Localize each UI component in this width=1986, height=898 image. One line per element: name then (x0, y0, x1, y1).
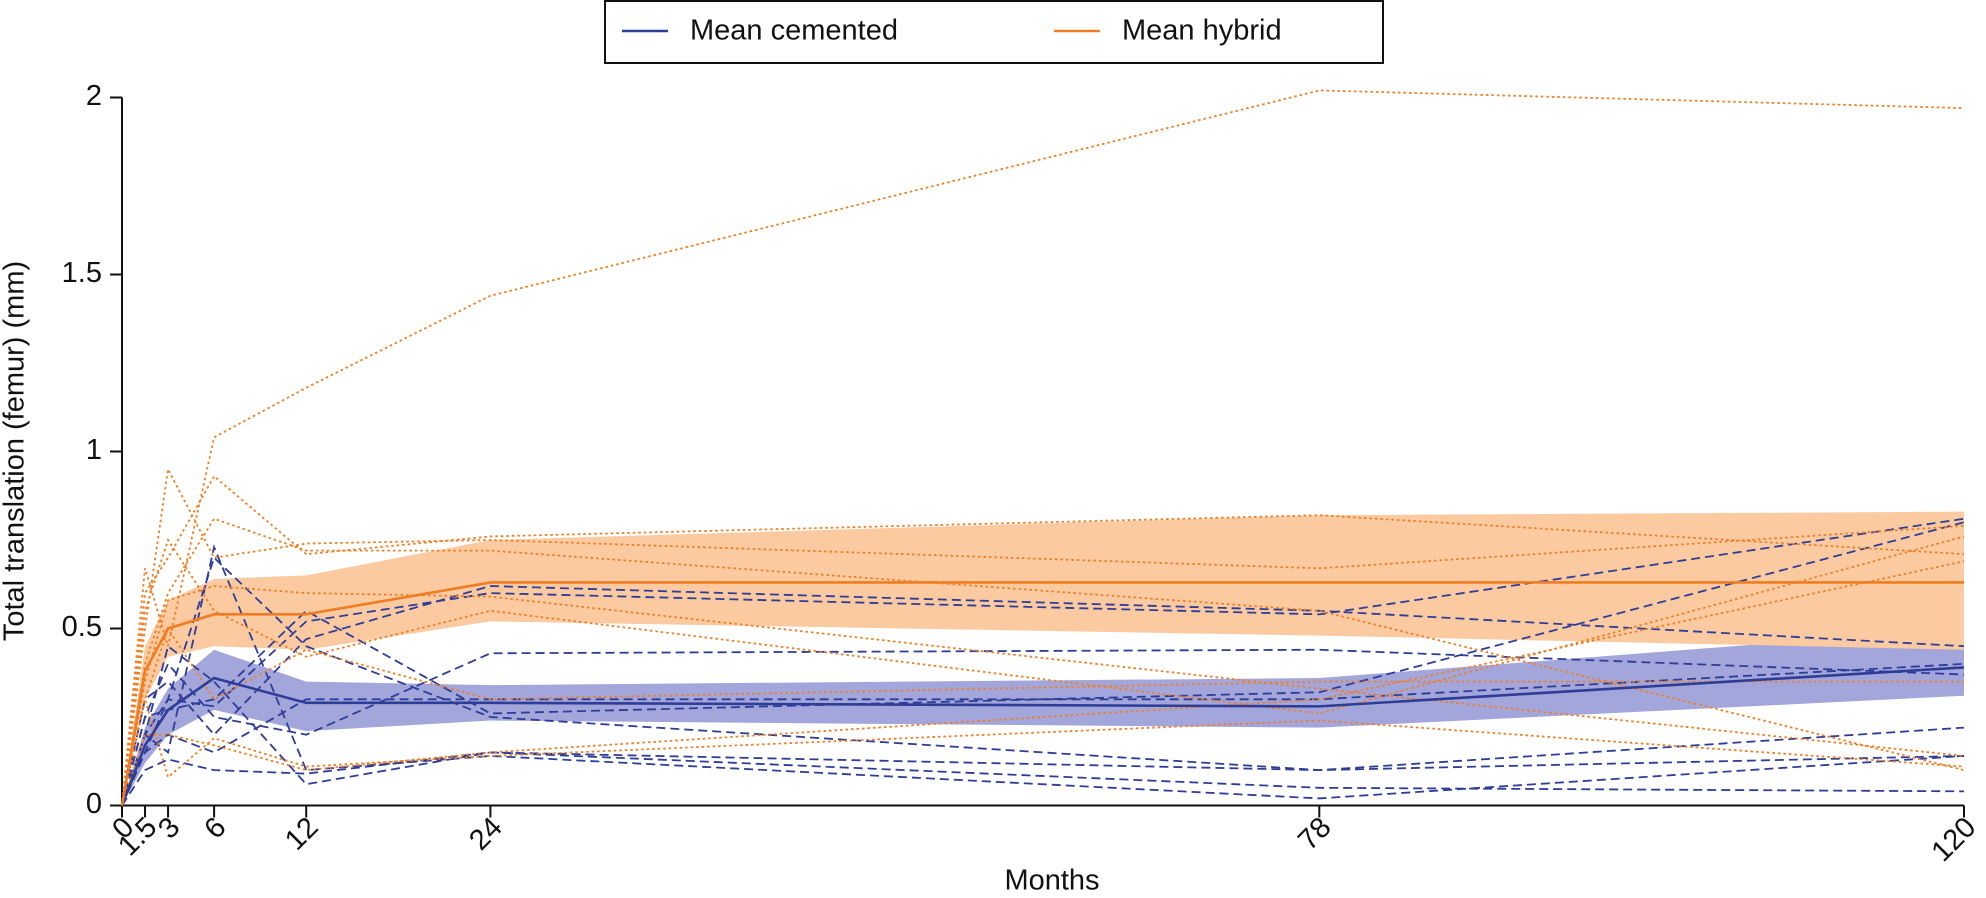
individual-line (121, 517, 1965, 806)
y-tick-label: 1 (86, 434, 102, 466)
individual-line (121, 535, 1965, 806)
x-axis-label: Months (1004, 865, 1099, 897)
mean-line (120, 666, 1965, 806)
x-tick-label: 3 (152, 811, 186, 845)
y-tick-label: 0.5 (62, 611, 102, 643)
individual-line (121, 560, 1965, 806)
x-tick-label: 12 (279, 811, 324, 856)
individual-line (121, 626, 1964, 806)
individual-line (121, 466, 1965, 806)
individual-line (121, 663, 1965, 806)
individual-line (121, 585, 1965, 806)
individual-line (121, 699, 1965, 806)
legend-label: Mean hybrid (1122, 15, 1282, 47)
x-tick-label: 78 (1292, 811, 1337, 856)
x-tick-label: 24 (463, 811, 508, 856)
individual-line (121, 556, 1965, 806)
individual-line (121, 517, 1965, 806)
mean-line (120, 581, 1964, 806)
y-tick-label: 1.5 (62, 257, 102, 289)
individual-line (121, 544, 1965, 806)
confidence-band (122, 511, 1964, 806)
y-tick-label: 0 (86, 788, 102, 820)
individual-line (121, 474, 1965, 806)
y-axis-label: Total translation (femur) (mm) (0, 261, 31, 641)
individual-line (121, 644, 1965, 806)
legend-label: Mean cemented (690, 15, 898, 47)
y-tick-label: 2 (86, 80, 102, 112)
legend-box (604, 0, 1384, 64)
confidence-band (122, 628, 1964, 806)
individual-line (121, 585, 1965, 806)
individual-line (121, 751, 1965, 806)
x-tick-label: 6 (198, 811, 232, 845)
x-tick-label: 120 (1926, 811, 1983, 868)
